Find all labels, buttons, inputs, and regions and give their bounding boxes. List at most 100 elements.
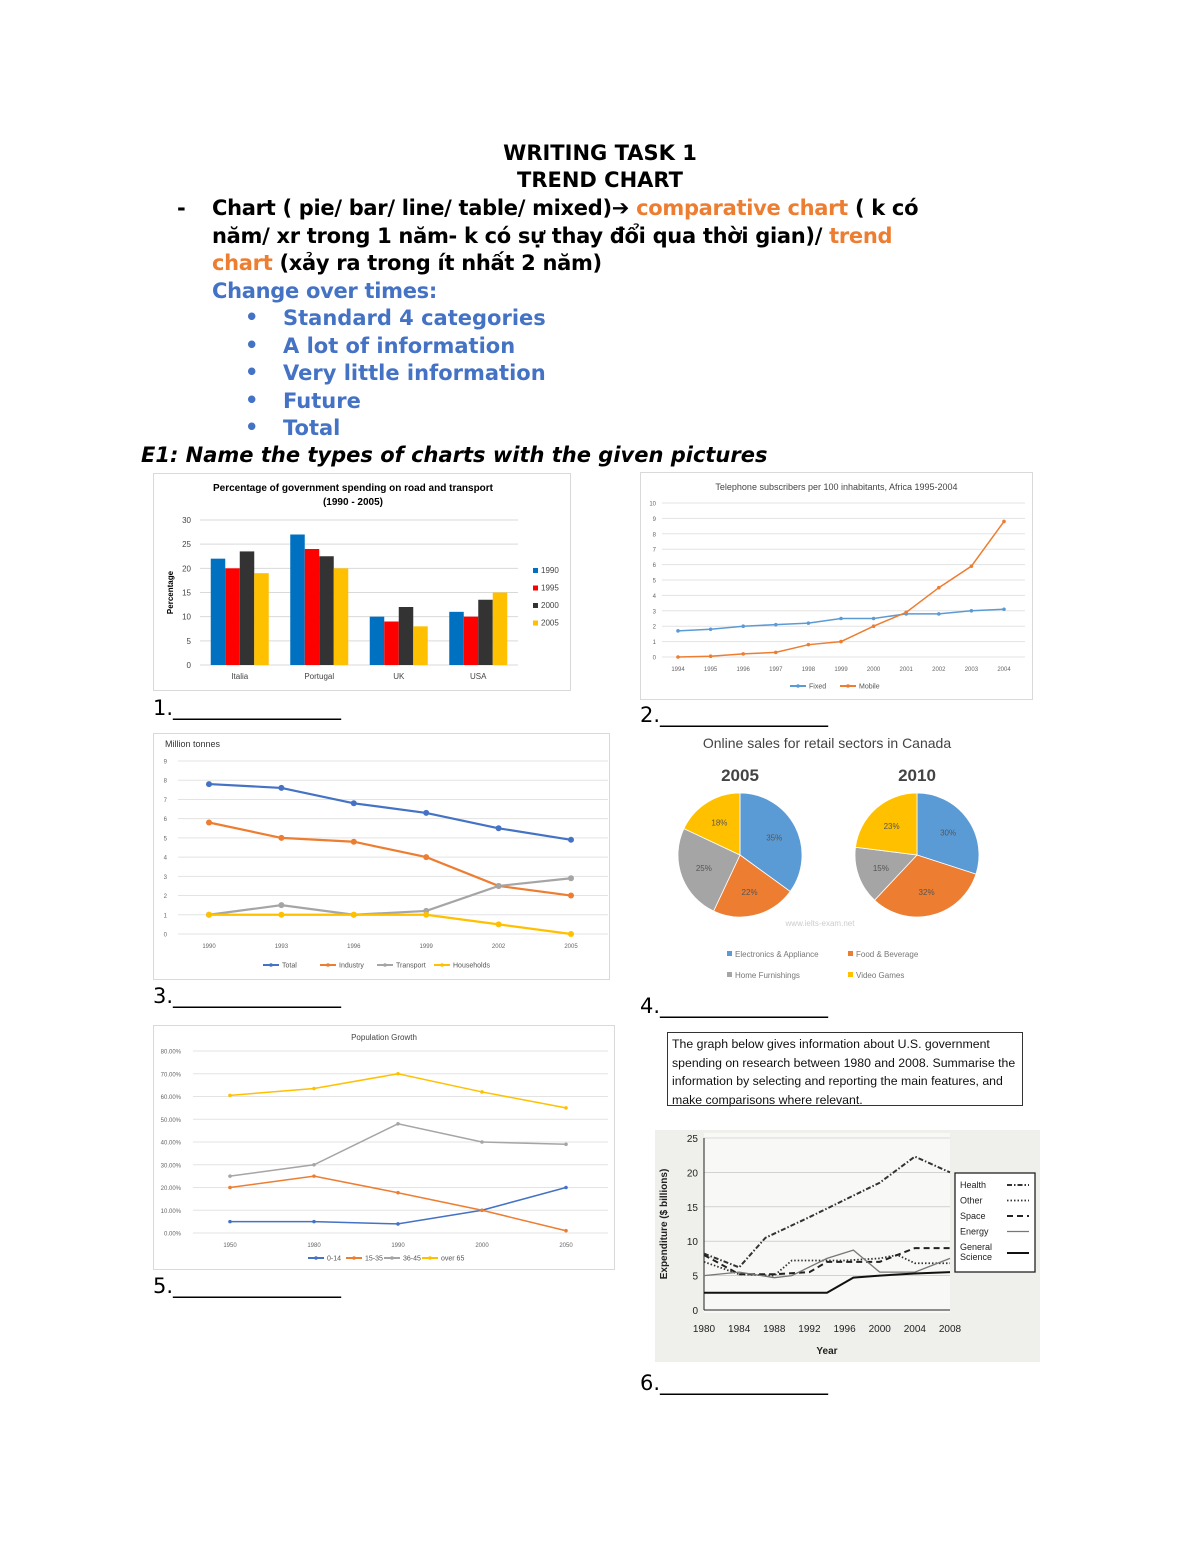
data-point: [396, 1222, 400, 1226]
data-label: 35%: [766, 834, 782, 843]
y-tick-label: 5: [653, 579, 657, 585]
x-tick-label: 1990: [202, 944, 216, 950]
data-point: [396, 1071, 400, 1076]
x-tick-label: 1984: [728, 1324, 751, 1335]
data-point: [937, 585, 941, 590]
y-tick-label: 30.00%: [161, 1163, 182, 1169]
x-tick-label: 2000: [475, 1243, 489, 1249]
legend-label: Industry: [339, 963, 364, 970]
data-point: [969, 609, 974, 613]
y-tick-label: 9: [164, 760, 168, 766]
answer-blank-6[interactable]: 6.________________: [640, 1371, 829, 1395]
data-label: 32%: [919, 888, 935, 897]
bullet-icon: •: [245, 387, 259, 412]
data-point: [350, 800, 357, 807]
legend-swatch: [848, 972, 853, 977]
data-point: [774, 622, 778, 627]
data-point: [278, 902, 285, 909]
task-prompt-box: The graph below gives information about …: [667, 1032, 1023, 1107]
y-tick-label: 0.00%: [164, 1232, 182, 1238]
pie-slice: [683, 792, 741, 856]
x-tick-label: 1988: [763, 1324, 786, 1335]
x-tick-label: 1990: [391, 1243, 405, 1249]
bar: [254, 573, 269, 665]
x-tick-label: 2003: [965, 667, 979, 673]
data-point: [228, 1185, 232, 1190]
x-axis-label: Year: [816, 1346, 837, 1357]
trend-chart-term: chart: [212, 251, 273, 275]
answer-blank-4[interactable]: 4.________________: [640, 994, 829, 1018]
data-point: [806, 621, 811, 625]
x-tick-label: 2050: [559, 1243, 573, 1249]
answer-blank-3[interactable]: 3.________________: [153, 984, 342, 1008]
page-subtitle: TREND CHART: [517, 168, 683, 192]
pie-slice: [677, 828, 741, 912]
watermark: www.ielts-exam.net: [785, 919, 856, 928]
x-tick-label: 1980: [307, 1243, 321, 1249]
bullet-icon: •: [245, 415, 259, 439]
data-point: [495, 921, 502, 928]
intro-text: Chart ( pie/ bar/ line/ table/ mixed)➔: [212, 196, 637, 220]
data-point: [741, 624, 745, 628]
y-tick-label: 5: [692, 1272, 698, 1283]
x-tick-label: 1997: [769, 667, 783, 673]
legend-label: Food & Beverage: [856, 950, 919, 959]
x-tick-label: Italia: [231, 672, 248, 681]
data-point: [564, 1228, 568, 1233]
x-tick-label: 1999: [834, 667, 848, 673]
bar: [492, 592, 508, 665]
y-tick-label: 9: [653, 517, 657, 523]
data-point: [969, 564, 974, 568]
x-tick-label: 2008: [939, 1324, 962, 1335]
series-line: [703, 1249, 951, 1279]
data-point: [206, 819, 212, 826]
legend-label: Video Games: [856, 971, 904, 980]
chart-1-bar: Percentage of government spending on roa…: [153, 473, 571, 691]
x-tick-label: USA: [470, 672, 487, 681]
legend-label: Science: [960, 1252, 992, 1262]
legend-marker: [440, 963, 444, 967]
chart-title: Telephone subscribers per 100 inhabitant…: [715, 482, 957, 492]
series-line: [209, 913, 572, 936]
pie-year-label: 2010: [898, 766, 936, 785]
bar: [398, 607, 414, 665]
x-tick-label: 2004: [904, 1324, 927, 1335]
data-point: [423, 854, 430, 861]
data-label: 18%: [711, 819, 727, 828]
data-point: [774, 650, 778, 655]
data-point: [278, 834, 285, 841]
y-tick-label: 10: [687, 1237, 699, 1248]
answer-blank-2[interactable]: 2.________________: [640, 703, 829, 727]
answer-blank-5[interactable]: 5.________________: [153, 1274, 342, 1298]
y-tick-label: 5: [164, 836, 168, 842]
bullet-item: Very little information: [283, 361, 546, 385]
x-tick-label: 1996: [833, 1324, 856, 1335]
chart-title: Percentage of government spending on roa…: [213, 483, 494, 494]
intro-line-1: Chart ( pie/ bar/ line/ table/ mixed)➔ c…: [212, 196, 919, 220]
legend-label: 36-45: [403, 1256, 421, 1263]
x-tick-label: 1994: [671, 667, 685, 673]
bar: [369, 616, 385, 665]
data-label: 25%: [696, 864, 712, 873]
data-point: [708, 654, 713, 659]
data-point: [312, 1174, 316, 1178]
pie-slice: [916, 792, 980, 875]
pie-slice: [873, 854, 977, 918]
data-label: 22%: [742, 888, 758, 897]
y-tick-label: 2: [164, 894, 168, 900]
data-point: [568, 875, 574, 882]
legend-label: Other: [960, 1196, 983, 1206]
bar: [449, 611, 464, 665]
intro-line-3: chart (xảy ra trong ít nhất 2 năm): [212, 251, 602, 275]
legend-swatch: [727, 951, 732, 956]
y-tick-label: 4: [164, 856, 168, 862]
data-point: [228, 1093, 232, 1098]
bullet-icon: •: [245, 305, 259, 329]
y-tick-label: 0: [653, 656, 657, 662]
data-label: 15%: [873, 864, 889, 873]
bullet-icon: •: [245, 360, 259, 384]
data-point: [871, 616, 876, 621]
series-line: [703, 1155, 951, 1269]
legend-label: Space: [960, 1211, 986, 1221]
answer-blank-1[interactable]: 1.________________: [153, 696, 342, 720]
